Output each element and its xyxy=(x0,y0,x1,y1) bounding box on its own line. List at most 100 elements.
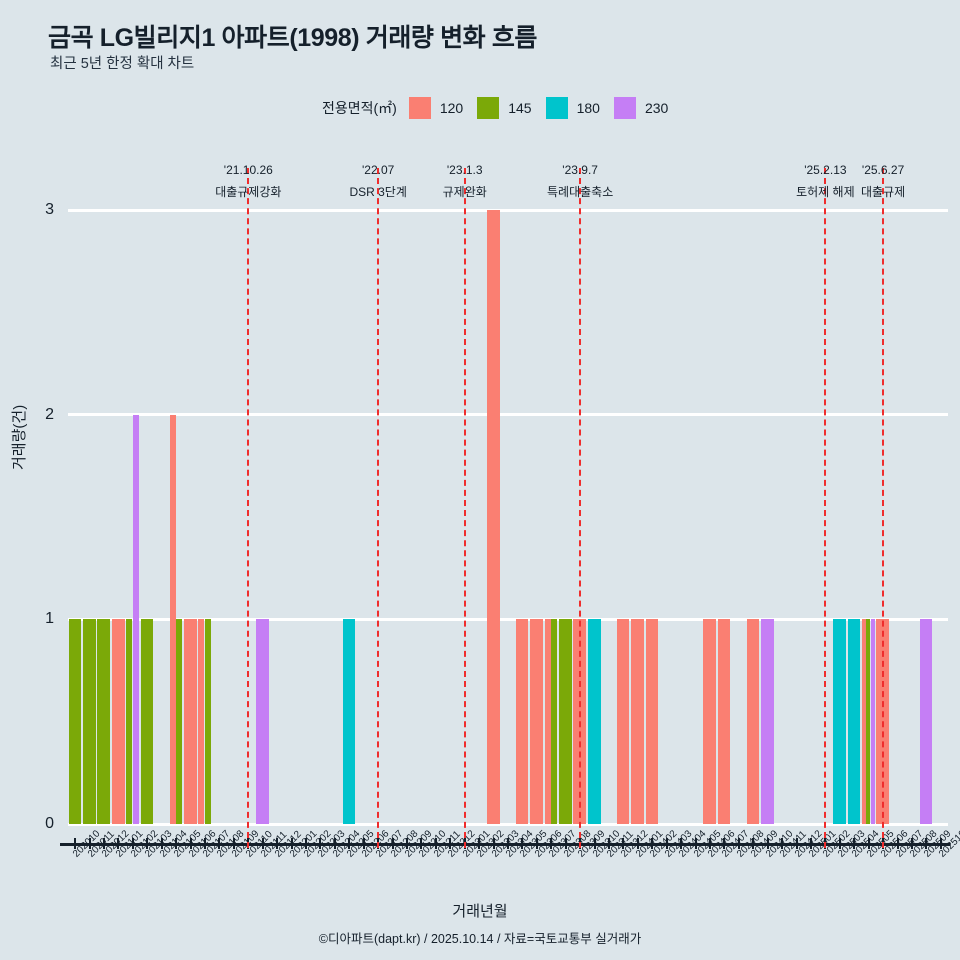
bar[interactable] xyxy=(870,619,875,824)
bar[interactable] xyxy=(68,619,82,824)
x-axis-line xyxy=(60,843,950,846)
gridline xyxy=(68,617,948,621)
x-tick xyxy=(507,838,509,849)
legend-item[interactable]: 230 xyxy=(613,97,669,119)
bar[interactable] xyxy=(551,619,558,824)
event-date-label: '23.9.7 xyxy=(562,163,598,177)
legend-swatch-icon xyxy=(477,97,500,119)
y-tick-label: 2 xyxy=(45,405,54,423)
bar[interactable] xyxy=(126,619,133,824)
event-line xyxy=(377,168,380,848)
page-subtitle: 최근 5년 한정 확대 차트 xyxy=(50,56,195,72)
bar[interactable] xyxy=(559,619,572,824)
bar[interactable] xyxy=(847,619,861,824)
x-tick xyxy=(160,838,163,849)
bar[interactable] xyxy=(342,619,356,824)
bar[interactable] xyxy=(256,619,269,824)
bar[interactable] xyxy=(717,619,731,824)
legend-item[interactable]: 145 xyxy=(477,97,532,119)
x-tick xyxy=(88,838,91,849)
event-date-label: '22.07 xyxy=(361,163,395,177)
chart-footer: ©디아파트(dapt.kr) / 2025.10.14 / 자료=국토교통부 실… xyxy=(318,932,642,946)
bar[interactable] xyxy=(645,619,659,824)
bar[interactable] xyxy=(919,619,933,824)
x-tick xyxy=(305,838,308,849)
event-name-label: 규제완화 xyxy=(442,185,487,199)
legend-title: 전용면적(㎡) xyxy=(322,100,397,116)
x-tick xyxy=(74,838,77,849)
plot-area: 0 1 2 3 xyxy=(45,201,948,832)
x-tick xyxy=(449,838,452,849)
x-tick xyxy=(290,838,293,849)
bar[interactable] xyxy=(169,414,176,824)
x-tick xyxy=(189,838,192,849)
bar[interactable] xyxy=(97,619,111,824)
y-tick-label: 3 xyxy=(45,201,54,218)
x-tick xyxy=(593,838,596,849)
legend-label: 230 xyxy=(644,100,669,116)
x-tick xyxy=(795,838,798,849)
bar[interactable] xyxy=(83,619,96,824)
event-line xyxy=(463,168,466,848)
x-tick xyxy=(925,838,928,849)
event-name-label: 토허제 해제 xyxy=(796,185,855,199)
chart-legend: 전용면적(㎡) 120 145 180 230 xyxy=(322,96,682,120)
x-tick xyxy=(146,838,149,849)
x-tick xyxy=(218,838,221,849)
legend-swatch-icon xyxy=(408,97,431,119)
bar[interactable] xyxy=(761,619,774,824)
legend-swatch-icon xyxy=(545,97,568,119)
event-name-label: DSR 3단계 xyxy=(349,185,407,199)
x-tick xyxy=(550,838,553,849)
x-tick xyxy=(276,838,279,849)
event-line xyxy=(824,168,827,848)
x-tick xyxy=(478,838,481,849)
bar[interactable] xyxy=(862,619,866,824)
x-tick xyxy=(752,838,755,849)
legend-item[interactable]: 120 xyxy=(408,97,463,119)
x-tick xyxy=(333,838,336,849)
x-tick xyxy=(564,838,567,849)
bar[interactable] xyxy=(616,619,630,824)
x-tick xyxy=(492,838,495,849)
y-tick-label: 0 xyxy=(45,815,54,832)
event-date-label: '23.1.3 xyxy=(446,163,483,177)
bar[interactable] xyxy=(176,619,183,824)
x-tick xyxy=(103,838,106,849)
x-tick xyxy=(766,838,769,849)
bar[interactable] xyxy=(198,619,205,824)
y-tick-label: 1 xyxy=(45,610,54,628)
bar[interactable] xyxy=(111,619,125,824)
legend-item[interactable]: 180 xyxy=(545,97,600,119)
x-tick xyxy=(853,838,856,849)
bar[interactable] xyxy=(530,619,543,824)
bar[interactable] xyxy=(746,619,760,824)
bar[interactable] xyxy=(544,619,551,824)
x-tick xyxy=(521,838,524,849)
x-tick xyxy=(680,838,683,849)
x-tick xyxy=(434,838,437,849)
bar[interactable] xyxy=(205,619,212,824)
bar[interactable] xyxy=(833,619,846,824)
x-tick xyxy=(261,838,264,849)
x-tick xyxy=(420,838,423,849)
x-tick xyxy=(232,838,235,849)
bar[interactable] xyxy=(132,414,139,824)
bar[interactable] xyxy=(515,619,529,824)
x-tick xyxy=(348,838,351,849)
bar[interactable] xyxy=(140,619,154,824)
bar[interactable] xyxy=(866,619,871,824)
bar[interactable] xyxy=(183,619,197,824)
bar[interactable] xyxy=(631,619,644,824)
bar[interactable] xyxy=(703,619,716,824)
event-line xyxy=(579,168,582,848)
bar[interactable] xyxy=(587,619,601,824)
event-date-label: '25.2.13 xyxy=(804,163,847,177)
x-tick xyxy=(607,838,610,849)
x-tick xyxy=(809,838,812,849)
page-title: 금곡 LG빌리지1 아파트(1998) 거래량 변화 흐름 xyxy=(48,24,538,52)
event-name-label: 대출규제강화 xyxy=(215,185,282,199)
x-tick xyxy=(651,838,654,849)
bar[interactable] xyxy=(486,210,500,824)
x-tick xyxy=(131,838,134,849)
